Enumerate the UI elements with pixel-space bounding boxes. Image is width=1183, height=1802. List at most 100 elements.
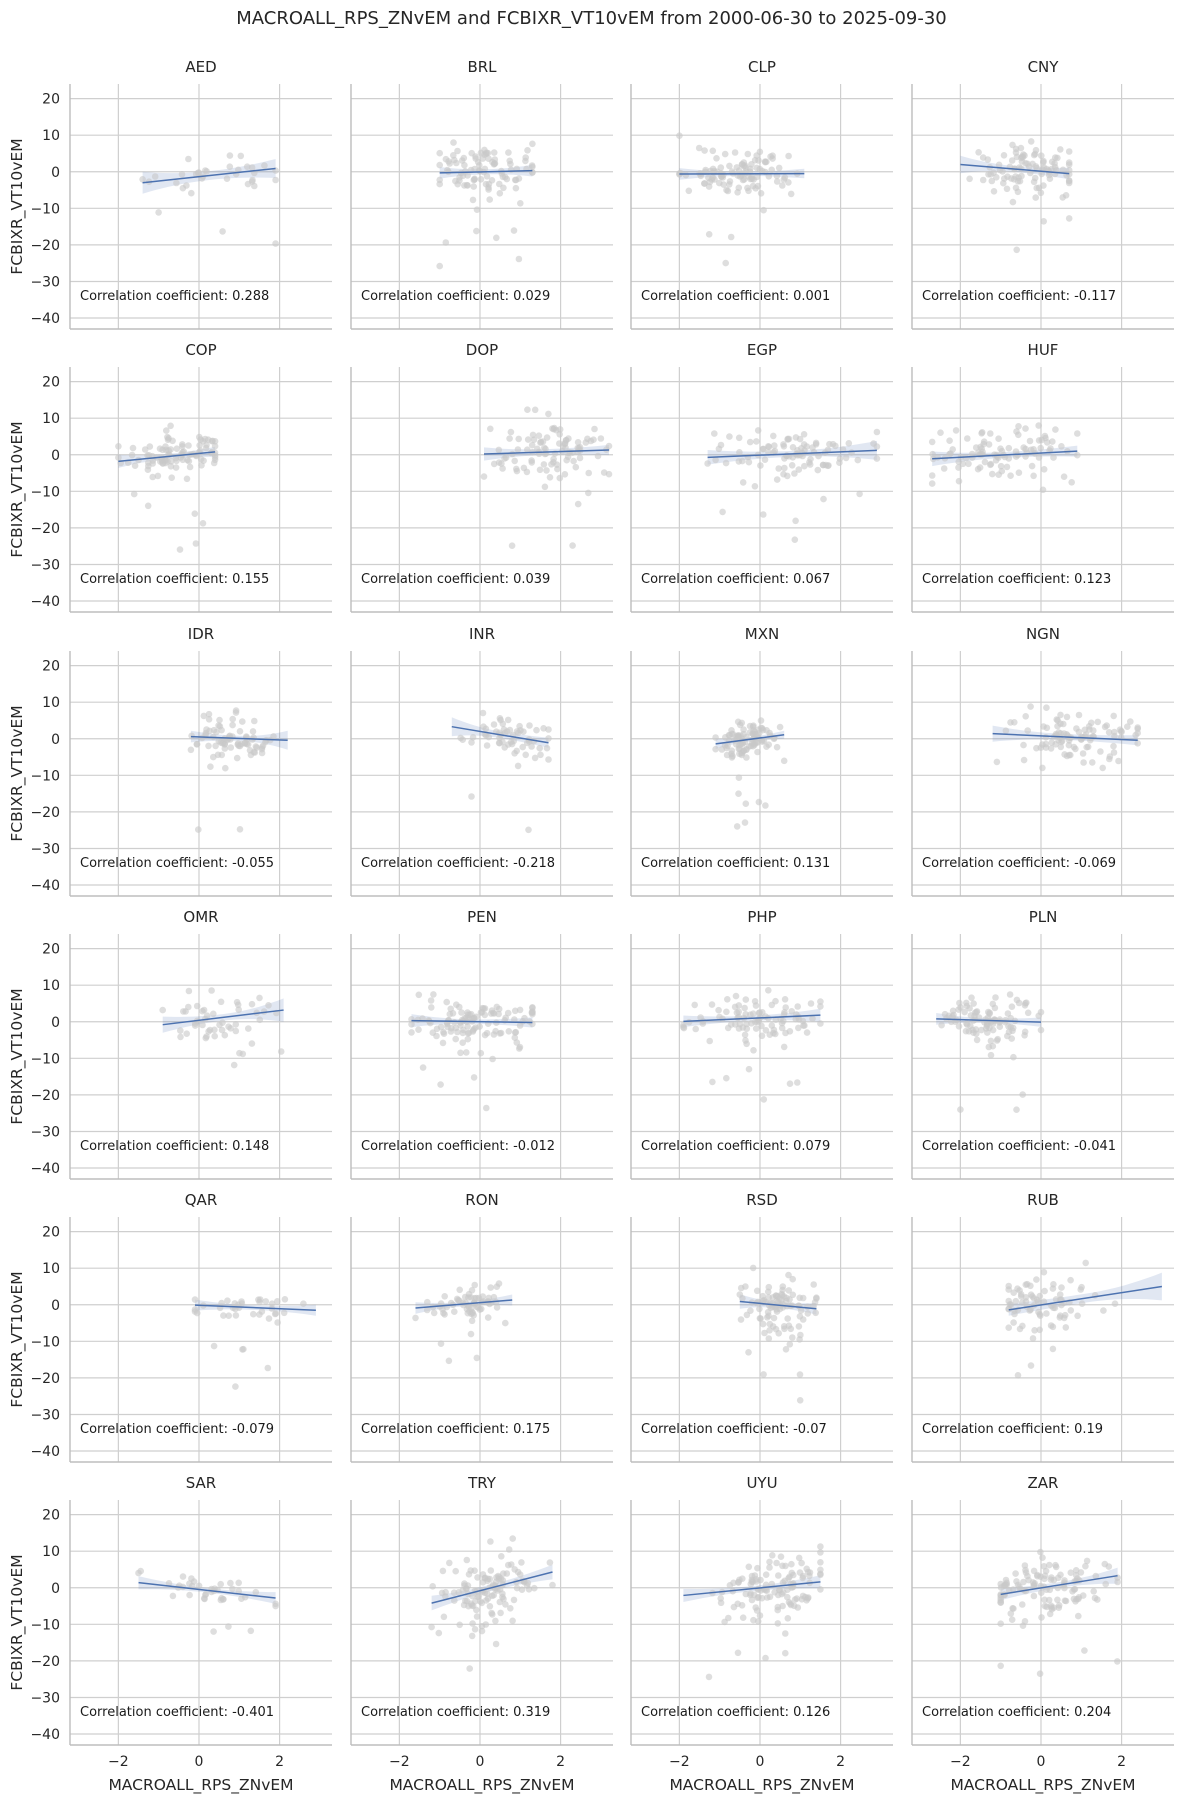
x-tick-label: 0: [476, 1754, 485, 1770]
scatter-point: [963, 999, 970, 1007]
y-tick-label: 0: [51, 1581, 60, 1597]
scatter-point: [794, 1079, 801, 1086]
scatter-point: [232, 1312, 240, 1319]
correlation-value: 0.131: [793, 856, 830, 871]
scatter-point: [262, 1298, 270, 1305]
facet-panel-idr: IDR Correlation coefficient: -0.055 20 10 0 −…: [8, 625, 332, 897]
scatter-point: [496, 180, 503, 188]
scatter-point: [223, 175, 231, 182]
facet-panel-aed: AED Correlation coefficient: 0.288 20 10 0 −1…: [8, 58, 332, 330]
scatter-point: [697, 1014, 704, 1021]
scatter-point: [1010, 1319, 1017, 1326]
scatter-point: [1065, 741, 1073, 749]
scatter-point: [433, 1025, 441, 1033]
correlation-label: Correlation coefficient:: [80, 289, 232, 304]
scatter-point: [763, 727, 770, 734]
scatter-point: [1070, 1595, 1078, 1603]
facet-panel-rsd: RSD Correlation coefficient: -0.07: [630, 1191, 893, 1463]
scatter-point: [248, 1000, 256, 1008]
scatter-point: [493, 1304, 501, 1311]
scatter-point: [978, 430, 985, 437]
scatter-point: [177, 1033, 184, 1041]
scatter-point: [484, 1314, 492, 1321]
scatter-point: [752, 1025, 760, 1032]
scatter-point: [214, 751, 222, 759]
panel-title: RSD: [746, 1191, 778, 1209]
scatter-point: [742, 1283, 749, 1290]
scatter-point: [162, 443, 169, 450]
y-axis-label: FCBIXR_VT10vEM: [8, 1554, 27, 1690]
chart-title: MACROALL_RPS_ZNvEM and FCBIXR_VT10vEM fr…: [236, 8, 947, 29]
correlation-annotation: Correlation coefficient: -0.07: [641, 1422, 827, 1437]
scatter-point: [987, 430, 994, 437]
scatter-point: [961, 1008, 968, 1016]
scatter-point: [590, 436, 597, 444]
scatter-point: [518, 1559, 525, 1566]
scatter-point: [473, 1606, 480, 1614]
scatter-point: [176, 546, 184, 553]
scatter-point: [1067, 1307, 1075, 1314]
regression-line: [190, 735, 288, 741]
scatter-point: [151, 173, 159, 180]
scatter-point: [1056, 1291, 1064, 1298]
scatter-point: [498, 1553, 505, 1560]
scatter-point: [1036, 1670, 1044, 1677]
scatter-point: [760, 206, 767, 214]
scatter-point: [556, 440, 563, 447]
scatter-point: [221, 1031, 229, 1039]
scatter-point: [504, 716, 512, 724]
scatter-point: [796, 1336, 803, 1343]
scatter-point: [776, 723, 784, 731]
scatter-point: [515, 255, 523, 263]
correlation-value: 0.029: [513, 289, 550, 304]
scatter-point: [809, 444, 816, 451]
correlation-annotation: Correlation coefficient: 0.319: [361, 1705, 550, 1720]
scatter-point: [758, 1032, 766, 1040]
scatter-point: [249, 728, 257, 735]
scatter-point: [1065, 737, 1073, 744]
scatter-point: [1061, 1597, 1069, 1604]
scatter-point: [769, 1552, 776, 1559]
scatter-point: [585, 489, 592, 497]
scatter-point: [733, 823, 741, 830]
scatter-point: [468, 1317, 476, 1325]
scatter-point: [252, 1588, 260, 1596]
scatter-point: [1052, 1296, 1060, 1303]
scatter-point: [726, 178, 734, 185]
scatter-point: [1047, 745, 1055, 752]
scatter-point: [1048, 1604, 1055, 1611]
scatter-point: [758, 1022, 765, 1030]
x-tick-label: 2: [836, 1754, 845, 1770]
scatter-point: [676, 132, 683, 139]
scatter-point: [742, 996, 750, 1003]
scatter-point: [1057, 711, 1064, 719]
scatter-point: [800, 431, 808, 438]
scatter-point: [1040, 723, 1047, 730]
scatter-point: [529, 1004, 536, 1012]
scatter-point: [483, 1104, 490, 1112]
scatter-point: [163, 427, 170, 434]
scatter-point: [760, 1096, 768, 1103]
scatter-point: [236, 728, 244, 735]
correlation-annotation: Correlation coefficient: 0.204: [922, 1705, 1111, 1720]
regression-line: [739, 1300, 817, 1310]
scatter-point: [494, 1587, 501, 1594]
correlation-value: 0.001: [793, 289, 830, 304]
scatter-point: [272, 240, 279, 247]
scatter-point: [1022, 713, 1029, 720]
scatter-point: [773, 476, 781, 483]
scatter-point: [408, 1021, 415, 1028]
regression-line: [118, 451, 216, 463]
scatter-point: [488, 1592, 496, 1600]
scatter-point: [514, 762, 522, 770]
scatter-point: [1000, 152, 1008, 159]
correlation-annotation: Correlation coefficient: 0.029: [361, 289, 550, 304]
scatter-point: [784, 1615, 792, 1622]
scatter-point: [514, 1568, 522, 1576]
scatter-point: [135, 1569, 142, 1577]
scatter-point: [705, 174, 712, 182]
scatter-point: [732, 741, 740, 748]
scatter-point: [977, 443, 984, 451]
scatter-point: [277, 1048, 285, 1055]
scatter-point: [736, 449, 743, 456]
